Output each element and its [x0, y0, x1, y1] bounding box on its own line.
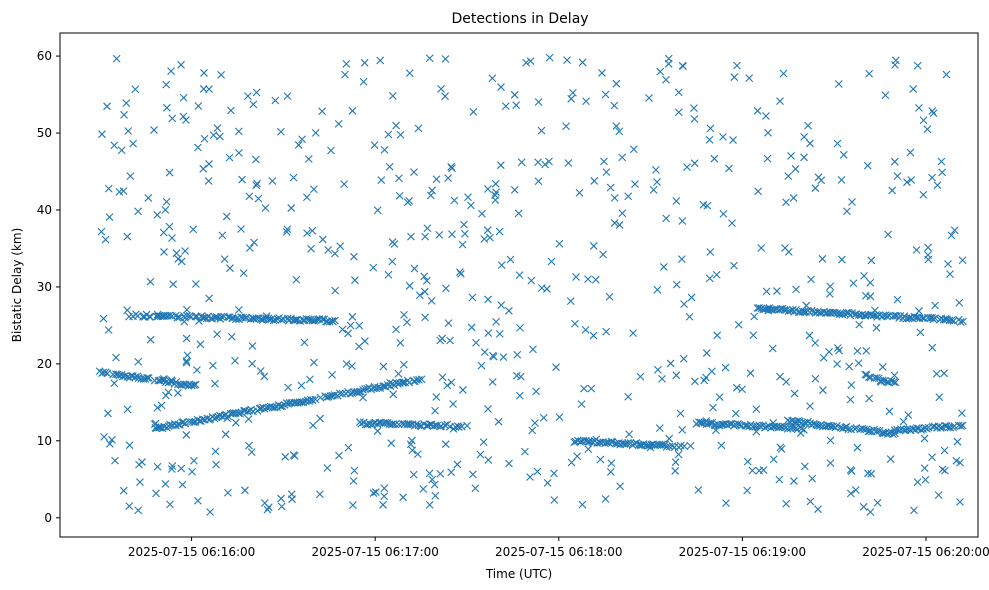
x-axis-label: Time (UTC): [485, 567, 552, 581]
x-tick-label: 2025-07-15 06:18:00: [495, 545, 622, 559]
x-tick-label: 2025-07-15 06:16:00: [128, 545, 255, 559]
chart-title: Detections in Delay: [451, 11, 588, 27]
y-tick-label: 0: [44, 511, 52, 525]
y-tick-label: 30: [37, 280, 52, 294]
y-tick-label: 50: [37, 126, 52, 140]
x-tick-label: 2025-07-15 06:19:00: [679, 545, 806, 559]
y-tick-label: 60: [37, 49, 52, 63]
x-tick-label: 2025-07-15 06:17:00: [311, 545, 438, 559]
y-tick-label: 10: [37, 434, 52, 448]
x-tick-label: 2025-07-15 06:20:00: [862, 545, 989, 559]
y-tick-label: 20: [37, 357, 52, 371]
y-tick-label: 40: [37, 203, 52, 217]
y-axis-label: Bistatic Delay (km): [10, 228, 24, 343]
